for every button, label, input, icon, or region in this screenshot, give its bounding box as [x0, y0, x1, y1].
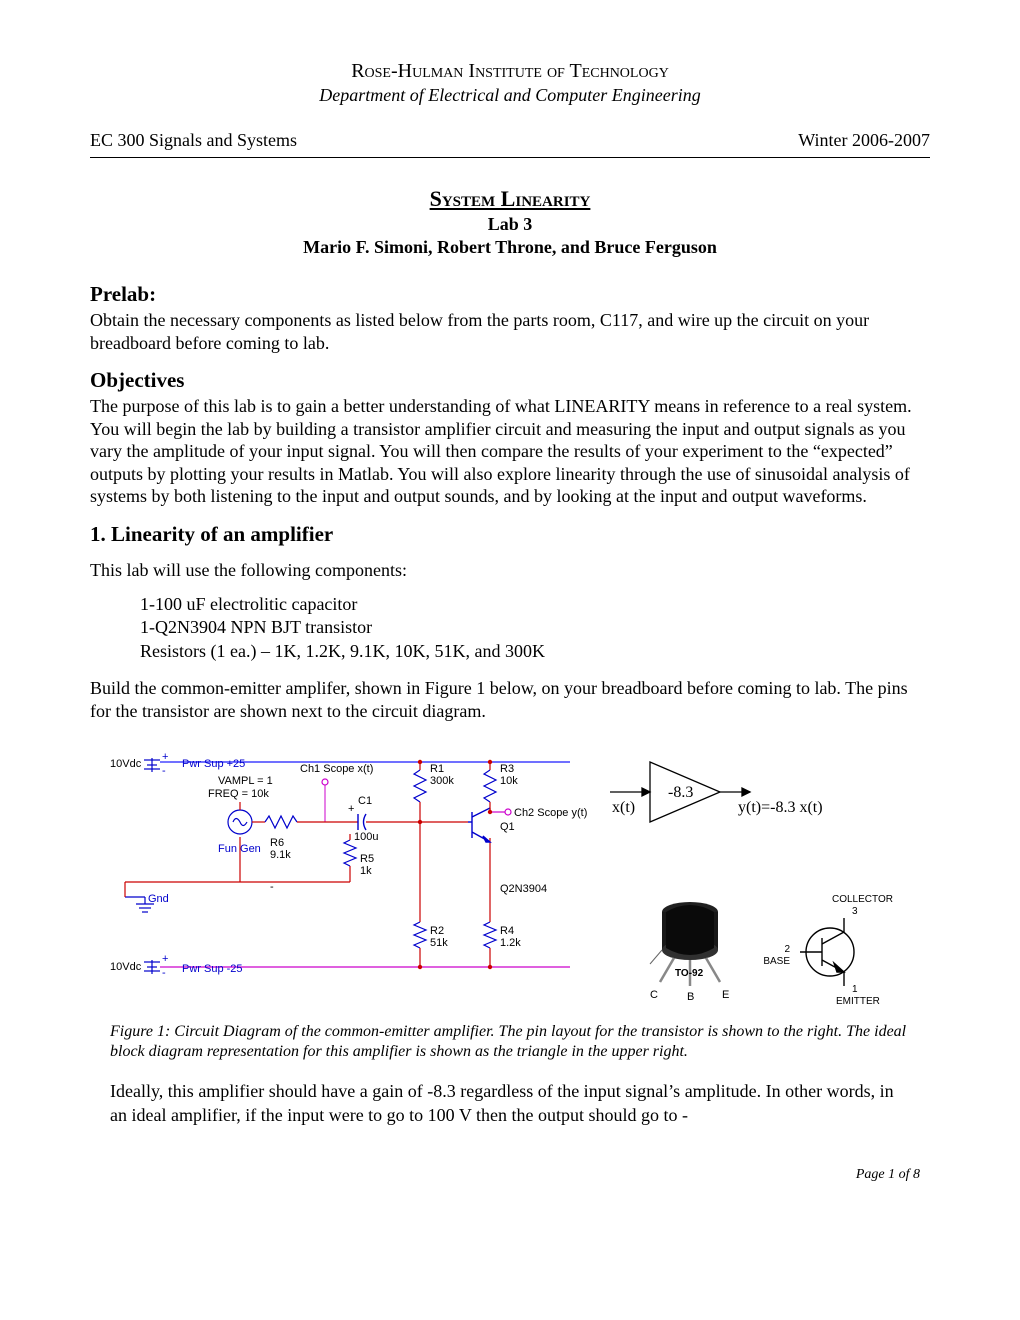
r5-value: 1k [360, 865, 372, 877]
r2-label: R2 [430, 925, 444, 937]
divider [90, 157, 930, 158]
objectives-heading: Objectives [90, 368, 930, 393]
figure-1: 10Vdc Pwr Sup +25 + - 10Vdc Pwr Sup -25 … [90, 742, 930, 1012]
freq-label: FREQ = 10k [208, 788, 269, 800]
svg-text:-: - [270, 881, 274, 893]
c1-value: 100u [354, 831, 378, 843]
q1-part: Q2N3904 [500, 883, 547, 895]
r2-value: 51k [430, 937, 448, 949]
gain-value: -8.3 [668, 784, 693, 801]
base-label: BASE [763, 956, 790, 967]
term: Winter 2006-2007 [798, 130, 930, 151]
svg-text:+: + [162, 751, 168, 763]
c1-label: C1 [358, 795, 372, 807]
q1-label: Q1 [500, 821, 515, 833]
component-item: 1-Q2N3904 NPN BJT transistor [140, 616, 930, 639]
yt-label: y(t)=-8.3 x(t) [738, 799, 823, 816]
components-list: 1-100 uF electrolitic capacitor 1-Q2N390… [140, 593, 930, 663]
collector-label: COLLECTOR [832, 894, 893, 905]
r6-value: 9.1k [270, 849, 291, 861]
r1-value: 300k [430, 775, 454, 787]
authors: Mario F. Simoni, Robert Throne, and Bruc… [90, 237, 930, 258]
pkg-label: TO-92 [675, 968, 704, 979]
r4-value: 1.2k [500, 937, 521, 949]
pwr-bot-label: Pwr Sup -25 [182, 963, 243, 975]
r6-label: R6 [270, 837, 284, 849]
pwr-top-label: Pwr Sup +25 [182, 758, 245, 770]
base-n: 2 [784, 944, 790, 955]
svg-text:-: - [162, 765, 166, 777]
course-code: EC 300 Signals and Systems [90, 130, 297, 151]
lab-number: Lab 3 [90, 214, 930, 235]
figure-caption: Figure 1: Circuit Diagram of the common-… [110, 1022, 910, 1062]
r5-label: R5 [360, 853, 374, 865]
component-item: 1-100 uF electrolitic capacitor [140, 593, 930, 616]
svg-text:+: + [162, 953, 168, 965]
ch2-label: Ch2 Scope y(t) [514, 807, 587, 819]
r4-label: R4 [500, 925, 514, 937]
prelab-heading: Prelab: [90, 282, 930, 307]
r3-value: 10k [500, 775, 518, 787]
ideal-text: Ideally, this amplifier should have a ga… [110, 1080, 910, 1127]
section1-heading: 1. Linearity of an amplifier [90, 522, 930, 547]
svg-text:+: + [348, 803, 354, 815]
emitter-n: 1 [852, 984, 858, 995]
components-intro: This lab will use the following componen… [90, 559, 930, 582]
institute-name: Rose-Hulman Institute of Technology [90, 60, 930, 83]
pin-c: C [650, 989, 658, 1001]
pin-e: E [722, 989, 729, 1001]
emitter-label: EMITTER [836, 996, 880, 1007]
prelab-text: Obtain the necessary components as liste… [90, 309, 930, 354]
course-row: EC 300 Signals and Systems Winter 2006-2… [90, 130, 930, 151]
vdc-bot-label: 10Vdc [110, 961, 142, 973]
build-text: Build the common-emitter amplifer, shown… [90, 677, 930, 722]
doc-title: System Linearity [90, 186, 930, 212]
r3-label: R3 [500, 763, 514, 775]
department-name: Department of Electrical and Computer En… [90, 85, 930, 106]
vdc-top-label: 10Vdc [110, 758, 142, 770]
svg-text:-: - [162, 967, 166, 979]
xt-label: x(t) [612, 799, 635, 816]
pin-b: B [687, 991, 694, 1003]
ch1-label: Ch1 Scope x(t) [300, 763, 373, 775]
page: Rose-Hulman Institute of Technology Depa… [0, 0, 1020, 1223]
vampl-label: VAMPL = 1 [218, 775, 273, 787]
r1-label: R1 [430, 763, 444, 775]
component-item: Resistors (1 ea.) – 1K, 1.2K, 9.1K, 10K,… [140, 640, 930, 663]
gnd-label: Gnd [148, 893, 169, 905]
objectives-text: The purpose of this lab is to gain a bet… [90, 395, 930, 508]
collector-n: 3 [852, 906, 858, 917]
page-footer: Page 1 of 8 [90, 1167, 930, 1183]
fungen-label: Fun Gen [218, 843, 261, 855]
